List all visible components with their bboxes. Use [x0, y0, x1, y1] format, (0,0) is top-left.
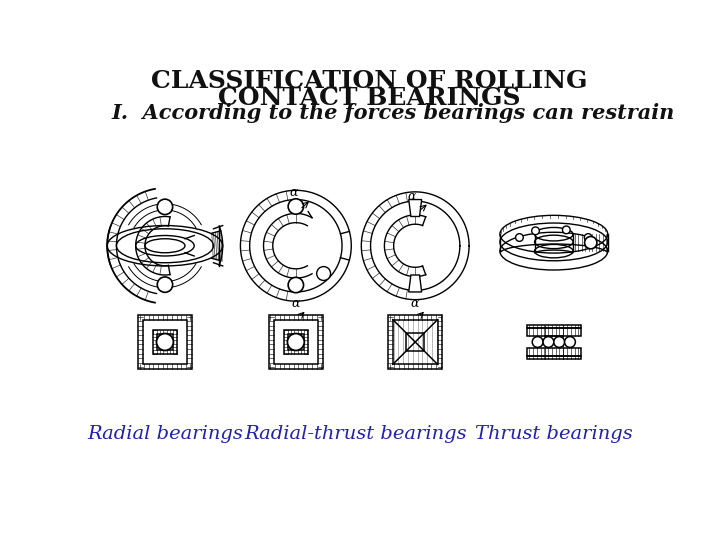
Polygon shape	[409, 200, 422, 217]
Circle shape	[287, 334, 305, 350]
Bar	[138, 315, 192, 369]
Bar	[284, 330, 308, 354]
Bar	[393, 320, 438, 365]
Text: CONTACT BEARINGS: CONTACT BEARINGS	[217, 86, 521, 110]
Circle shape	[585, 234, 592, 241]
Circle shape	[531, 227, 539, 235]
Circle shape	[516, 234, 523, 241]
Circle shape	[157, 199, 173, 214]
Polygon shape	[409, 275, 422, 292]
Bar	[527, 356, 581, 359]
Circle shape	[157, 277, 173, 292]
Circle shape	[554, 336, 564, 347]
Bar	[274, 320, 318, 365]
Circle shape	[156, 334, 174, 350]
Text: I.  According to the forces bearings can restrain: I. According to the forces bearings can …	[111, 103, 675, 123]
Circle shape	[585, 237, 597, 249]
Bar	[153, 330, 177, 354]
Text: α: α	[410, 296, 419, 309]
Bar	[527, 348, 581, 356]
Bar	[288, 334, 304, 350]
Text: α: α	[289, 186, 298, 199]
Bar	[406, 333, 425, 351]
Text: α: α	[408, 190, 416, 202]
Circle shape	[288, 278, 304, 293]
Bar	[157, 334, 173, 350]
Text: Radial-thrust bearings: Radial-thrust bearings	[244, 426, 467, 443]
Circle shape	[532, 336, 543, 347]
Text: Radial bearings: Radial bearings	[87, 426, 243, 443]
Bar	[143, 320, 187, 365]
Circle shape	[564, 336, 575, 347]
Text: Thrust bearings: Thrust bearings	[475, 426, 633, 443]
Circle shape	[562, 226, 570, 234]
Circle shape	[543, 336, 554, 347]
Bar	[527, 328, 581, 336]
Text: α: α	[291, 296, 300, 309]
Circle shape	[317, 267, 330, 280]
Bar	[388, 315, 442, 369]
Bar	[527, 325, 581, 328]
Text: CLASSIFICATION OF ROLLING: CLASSIFICATION OF ROLLING	[150, 69, 588, 93]
Circle shape	[288, 199, 304, 214]
Bar	[269, 315, 323, 369]
